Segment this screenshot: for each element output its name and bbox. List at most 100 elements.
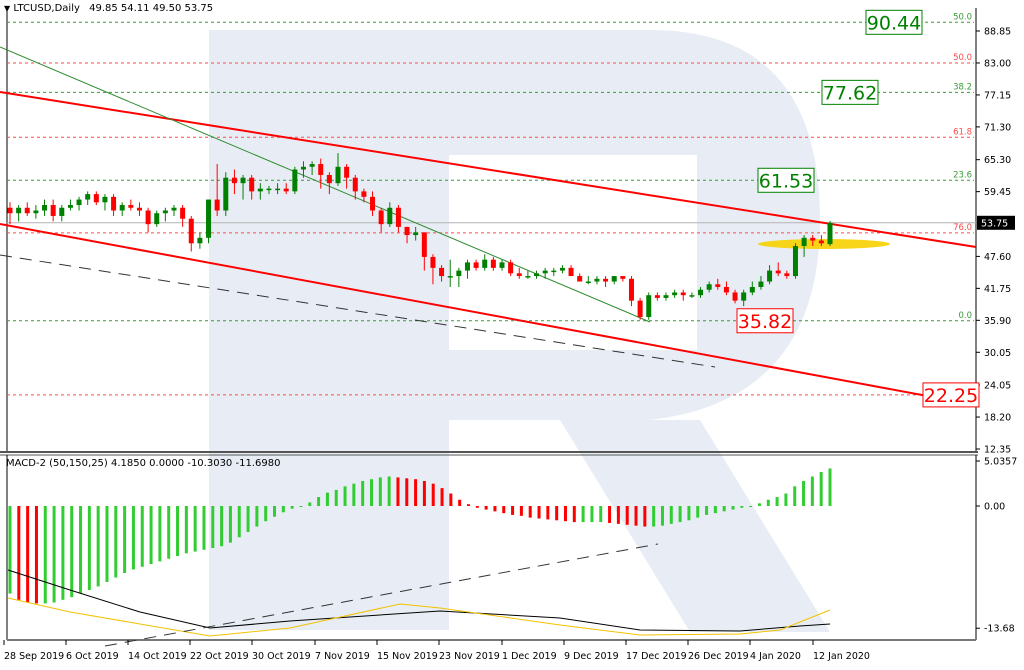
channel-lower-line <box>0 223 977 406</box>
candle <box>128 199 134 211</box>
date-tick-label: 17 Dec 2019 <box>626 651 687 662</box>
macd-bar <box>352 483 356 506</box>
fib-level-label: 50.0 <box>953 12 972 22</box>
macd-bar <box>696 506 700 518</box>
svg-text:90.44: 90.44 <box>867 12 921 34</box>
macd-bar <box>581 506 585 523</box>
price-tick-label: 47.60 <box>984 252 1011 263</box>
macd-bar <box>184 506 188 554</box>
candle <box>490 256 496 271</box>
symbol-title: LTCUSD,Daily <box>13 3 80 14</box>
candle <box>430 254 436 285</box>
macd-bar <box>52 506 56 603</box>
candle <box>7 202 13 225</box>
macd-bar <box>475 506 479 508</box>
candle <box>482 254 488 271</box>
svg-text:35.82: 35.82 <box>738 311 792 333</box>
macd-bar <box>114 506 118 578</box>
date-tick-label: 7 Nov 2019 <box>315 651 370 662</box>
macd-bar <box>713 506 717 514</box>
candle <box>680 289 686 301</box>
price-target-label: 22.25 <box>922 382 980 408</box>
macd-bar <box>43 506 47 604</box>
macd-bar <box>105 506 109 582</box>
macd-bar <box>555 506 559 521</box>
candle <box>102 194 108 211</box>
candle <box>464 259 470 279</box>
candle <box>568 265 574 277</box>
macd-bar <box>281 506 285 513</box>
macd-bar <box>220 506 224 547</box>
macd-bar <box>61 506 65 600</box>
macd-bar <box>687 506 691 521</box>
candle <box>698 286 704 298</box>
macd-bar <box>652 506 656 527</box>
candle <box>309 161 315 175</box>
date-tick-label: 4 Jan 2020 <box>750 651 801 662</box>
candle <box>525 270 531 279</box>
candle <box>775 262 781 277</box>
fib-level-label: 61.8 <box>953 127 972 137</box>
macd-bar <box>484 506 488 510</box>
price-tick-label: 83.00 <box>984 58 1011 69</box>
macd-bar <box>246 506 250 532</box>
macd-bar <box>546 506 550 520</box>
candle <box>792 243 798 279</box>
candle <box>111 194 117 216</box>
date-tick-label: 1 Dec 2019 <box>502 651 557 662</box>
candle <box>810 235 816 247</box>
macd-bar <box>131 506 135 570</box>
date-tick-label: 26 Dec 2019 <box>688 651 749 662</box>
price-tick-label: 71.30 <box>984 122 1011 133</box>
macd-bar <box>87 506 91 591</box>
watermark-logo <box>209 30 830 632</box>
macd-bar <box>228 506 232 543</box>
candle <box>585 276 591 285</box>
candle <box>534 270 540 279</box>
macd-bar <box>149 506 153 565</box>
price-target-label: 35.82 <box>736 308 794 334</box>
channel-upper-line <box>0 91 977 248</box>
macd-tick-label: 0.00 <box>984 502 1005 513</box>
candle <box>456 267 462 287</box>
macd-bar <box>828 468 832 506</box>
candle <box>732 289 738 304</box>
candle <box>447 259 453 287</box>
price-tick-label: 30.05 <box>984 348 1011 359</box>
macd-bar <box>299 506 303 507</box>
signal-line <box>7 597 831 637</box>
macd-tick-label: 5.0357 <box>984 457 1017 468</box>
candle <box>24 202 30 216</box>
macd-bar <box>740 506 744 508</box>
candle <box>542 267 548 279</box>
candle <box>145 207 151 233</box>
price-tick-label: 77.15 <box>984 90 1011 101</box>
fib-level-label: 23.6 <box>953 170 972 180</box>
candle <box>421 232 427 271</box>
candle <box>335 153 341 186</box>
triangle-down-icon[interactable]: ▼ <box>4 4 11 13</box>
macd-indicator-title: MACD-2 (50,150,25) 4.1850 0.0000 -10.303… <box>6 458 281 469</box>
macd-bar <box>458 499 462 506</box>
macd-bar <box>731 506 735 510</box>
target-zone-ellipse <box>758 239 890 249</box>
candle <box>620 276 626 282</box>
macd-bar <box>422 480 426 506</box>
macd-line <box>7 569 831 632</box>
macd-bar <box>370 479 374 506</box>
candle <box>318 158 324 189</box>
macd-bar <box>79 506 83 594</box>
candle <box>646 292 652 320</box>
macd-bar <box>757 503 761 506</box>
macd-bar <box>678 506 682 523</box>
svg-text:22.25: 22.25 <box>924 385 978 407</box>
candle <box>370 191 376 216</box>
dashed-trendline <box>0 254 716 368</box>
macd-bar <box>431 483 435 506</box>
macd-bar <box>511 506 515 515</box>
macd-bar <box>193 506 197 552</box>
macd-bar <box>26 506 30 603</box>
macd-bar <box>387 476 391 506</box>
candle <box>93 191 99 206</box>
